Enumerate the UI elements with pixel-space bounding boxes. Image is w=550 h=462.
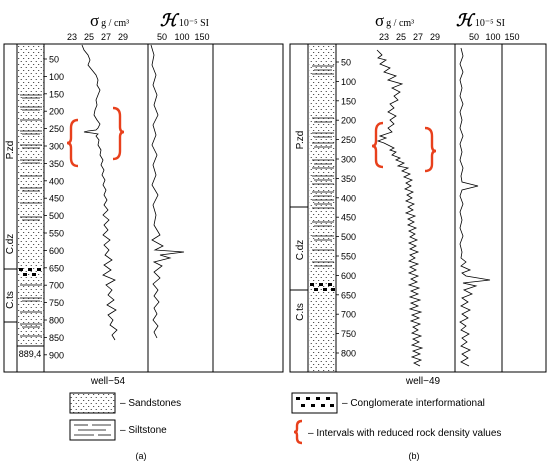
- panel-a-density-tick-label: 27: [101, 32, 111, 42]
- panel-a-magnetic-tick-label: 150: [194, 32, 209, 42]
- panel-a-depth-tick-label: 700: [49, 281, 64, 291]
- panel-b-depth-tick-label: 100: [341, 77, 356, 87]
- panel-b-lithology-column: [309, 45, 336, 372]
- panel-a-density-ticks: 23 25 27 29: [67, 32, 128, 42]
- panel-a-depth-tick-label: 250: [49, 124, 64, 134]
- legend-sandstones-swatch: [69, 392, 116, 414]
- panel-a-formation-cts: C.ts: [5, 291, 16, 309]
- panel-a-density-tick-label: 29: [118, 32, 128, 42]
- legend-conglomerate-swatch: [291, 392, 338, 414]
- panel-b-depth-tick-label: 450: [341, 213, 356, 223]
- legend-sandstones: – Sandstones: [69, 392, 181, 414]
- panel-a-frame: [3, 43, 284, 373]
- panel-b-formation-cts: C.ts: [295, 303, 306, 321]
- panel-b-depth-tick-label: 200: [341, 116, 356, 126]
- panel-a-left-bracket: [66, 118, 79, 168]
- panel-a-depth-tick-label: 750: [49, 298, 64, 308]
- panel-b-magnetic-tick-label: 100: [485, 32, 500, 42]
- legend-bracket-icon: [293, 419, 303, 445]
- panel-b-depth-tick-label: 250: [341, 135, 356, 145]
- panel-b-density-ticks: 23 25 27 29: [379, 32, 440, 42]
- legend-conglomerate-label: – Conglomerate interformational: [342, 398, 485, 409]
- panel-b-formation-pzd: P.zd: [295, 131, 306, 150]
- panel-a-depth-tick-label: 400: [49, 176, 64, 186]
- panel-b: P.zd C.dz C.ts 50 100 150 200 250 300 350 400 45…: [289, 11, 547, 461]
- panel-b-conglomerate-layer: [310, 283, 335, 291]
- panel-b-right-bracket: [424, 126, 437, 173]
- panel-a-depth-axis: 50 100 150 200 250 300 350 400 450 500 550 600 650 70…: [44, 55, 64, 360]
- panel-a-depth-tick-label: 50: [49, 55, 59, 65]
- panel-a-magnetic-tick-label: 50: [157, 32, 167, 42]
- panel-b-depth-axis: 50 100 150 200 250 300 350 400 450 500 550 600 650 70…: [336, 58, 356, 359]
- panel-a-depth-tick-label: 150: [49, 89, 64, 99]
- panel-a-depth-tick-label: 100: [49, 72, 64, 82]
- panel-b-magnetic-ticks: 50 100 150: [469, 32, 520, 42]
- panel-a-depth-tick-label: 200: [49, 107, 64, 117]
- panel-a-depth-tick-label: 900: [49, 350, 64, 360]
- panel-a-density-tick-label: 25: [84, 32, 94, 42]
- panel-a-lithology-column: [17, 45, 44, 347]
- panel-b-magnetic-tick-label: 50: [469, 32, 479, 42]
- panel-b-depth-tick-label: 500: [341, 232, 356, 242]
- panel-a-depth-tick-label: 850: [49, 333, 64, 343]
- panel-a-well-label: well−54: [90, 376, 126, 387]
- panel-a-depth-tick-label: 600: [49, 246, 64, 256]
- panel-a-depth-tick-label: 300: [49, 142, 64, 152]
- panel-a-depth-tick-label: 650: [49, 263, 64, 273]
- panel-a-right-bracket: [112, 106, 125, 161]
- panel-a-depth-tick-label: 350: [49, 159, 64, 169]
- panel-b-density-tick-label: 23: [379, 32, 389, 42]
- panel-b-depth-tick-label: 400: [341, 193, 356, 203]
- panel-b-density-log: [376, 49, 424, 367]
- panel-b-frame: [289, 43, 547, 373]
- panel-b-depth-tick-label: 300: [341, 155, 356, 165]
- panel-a-depth-tick-label: 800: [49, 316, 64, 326]
- panel-a-caption: (a): [136, 451, 147, 461]
- panel-a-bottom-depth: 889,4: [19, 349, 42, 359]
- panel-b-caption: (b): [409, 451, 420, 461]
- panel-a-formation-cdz: C.dz: [5, 234, 16, 255]
- panel-b-density-tick-label: 25: [396, 32, 406, 42]
- panel-b-depth-tick-label: 600: [341, 271, 356, 281]
- panel-b-depth-tick-label: 550: [341, 252, 356, 262]
- panel-b-density-tick-label: 27: [413, 32, 423, 42]
- panel-b-magnetic-log: [459, 47, 491, 367]
- panel-a-depth-tick-label: 450: [49, 194, 64, 204]
- legend-siltstone: – Siltstone: [69, 419, 167, 441]
- panel-b-depth-tick-label: 150: [341, 96, 356, 106]
- panel-b-magnetic-tick-label: 150: [504, 32, 519, 42]
- panel-a-depth-tick-label: 550: [49, 229, 64, 239]
- legend-conglomerate: – Conglomerate interformational: [291, 392, 485, 414]
- panel-a-formation-pzd: P.zd: [5, 141, 16, 160]
- panel-a-density-tick-label: 23: [67, 32, 77, 42]
- panel-b-depth-tick-label: 650: [341, 290, 356, 300]
- panel-a-conglomerate-layer: [19, 268, 41, 276]
- legend-intervals-label: – Intervals with reduced rock density va…: [308, 428, 501, 439]
- legend: – Sandstones – Siltstone – Conglomerate …: [69, 392, 501, 445]
- legend-intervals: – Intervals with reduced rock density va…: [293, 419, 501, 445]
- panel-b-well-label: well−49: [405, 376, 441, 387]
- panel-b-depth-tick-label: 750: [341, 329, 356, 339]
- panel-a-magnetic-log: [150, 44, 185, 339]
- panel-a-magnetic-tick-label: 100: [174, 32, 189, 42]
- legend-siltstone-label: – Siltstone: [120, 425, 167, 436]
- panel-b-depth-tick-label: 700: [341, 310, 356, 320]
- panel-b-magnetic-title: ℋ 10⁻⁵ SI: [456, 11, 505, 30]
- panel-b-formation-cdz: C.dz: [295, 240, 306, 261]
- legend-sandstones-label: – Sandstones: [120, 398, 181, 409]
- panel-b-depth-tick-label: 800: [341, 349, 356, 359]
- panel-b-depth-tick-label: 350: [341, 174, 356, 184]
- panel-a: 889,4 P.zd C.dz C.ts 50 100 150 200 250 300 35…: [3, 11, 284, 461]
- panel-a-magnetic-ticks: 50 100 150: [157, 32, 210, 42]
- panel-a-depth-tick-label: 500: [49, 211, 64, 221]
- panel-b-depth-tick-label: 50: [341, 58, 351, 68]
- panel-a-magnetic-title: ℋ 10⁻⁵ SI: [160, 11, 209, 30]
- panel-a-density-log: [81, 44, 118, 341]
- panel-b-density-tick-label: 29: [430, 32, 440, 42]
- panel-b-left-bracket: [371, 121, 384, 169]
